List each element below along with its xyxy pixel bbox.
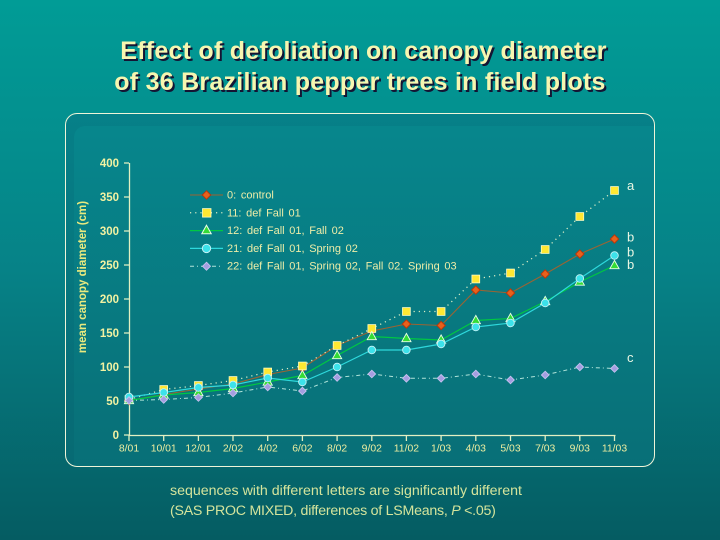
svg-text:8/02: 8/02 (327, 444, 347, 455)
svg-text:21: def Fall 01, Spring 02: 21: def Fall 01, Spring 02 (227, 243, 358, 255)
svg-text:9/02: 9/02 (362, 444, 382, 455)
svg-text:0: control: 0: control (227, 190, 274, 202)
svg-text:4/03: 4/03 (466, 444, 486, 455)
svg-text:c: c (627, 350, 634, 365)
svg-text:250: 250 (100, 260, 119, 272)
svg-text:11: def Fall 01: 11: def Fall 01 (227, 207, 301, 219)
svg-text:11/03: 11/03 (602, 444, 627, 455)
svg-text:mean canopy diameter (cm): mean canopy diameter (cm) (77, 201, 89, 353)
svg-text:1/03: 1/03 (431, 444, 451, 455)
svg-text:150: 150 (100, 328, 119, 340)
svg-text:6/02: 6/02 (292, 444, 312, 455)
svg-text:22: def Fall 01, Spring 02, Fa: 22: def Fall 01, Spring 02, Fall 02. Spr… (227, 261, 457, 273)
svg-text:8/01: 8/01 (119, 444, 139, 455)
svg-text:b: b (627, 245, 634, 260)
svg-text:9/03: 9/03 (570, 444, 590, 455)
svg-text:100: 100 (100, 362, 119, 374)
svg-text:12: def Fall 01, Fall 02: 12: def Fall 01, Fall 02 (227, 225, 344, 237)
svg-text:b: b (627, 257, 634, 272)
svg-text:400: 400 (100, 158, 119, 170)
svg-text:12/01: 12/01 (185, 444, 211, 455)
svg-text:350: 350 (100, 192, 119, 204)
svg-text:50: 50 (106, 396, 119, 408)
svg-text:11/02: 11/02 (394, 444, 419, 455)
svg-text:5/03: 5/03 (500, 444, 520, 455)
svg-text:a: a (627, 178, 635, 193)
svg-text:0: 0 (113, 430, 119, 442)
svg-text:300: 300 (100, 226, 119, 238)
svg-text:4/02: 4/02 (258, 444, 278, 455)
svg-text:7/03: 7/03 (535, 444, 555, 455)
svg-text:b: b (627, 230, 634, 245)
svg-text:2/02: 2/02 (223, 444, 243, 455)
svg-text:200: 200 (100, 294, 119, 306)
svg-text:10/01: 10/01 (151, 444, 177, 455)
